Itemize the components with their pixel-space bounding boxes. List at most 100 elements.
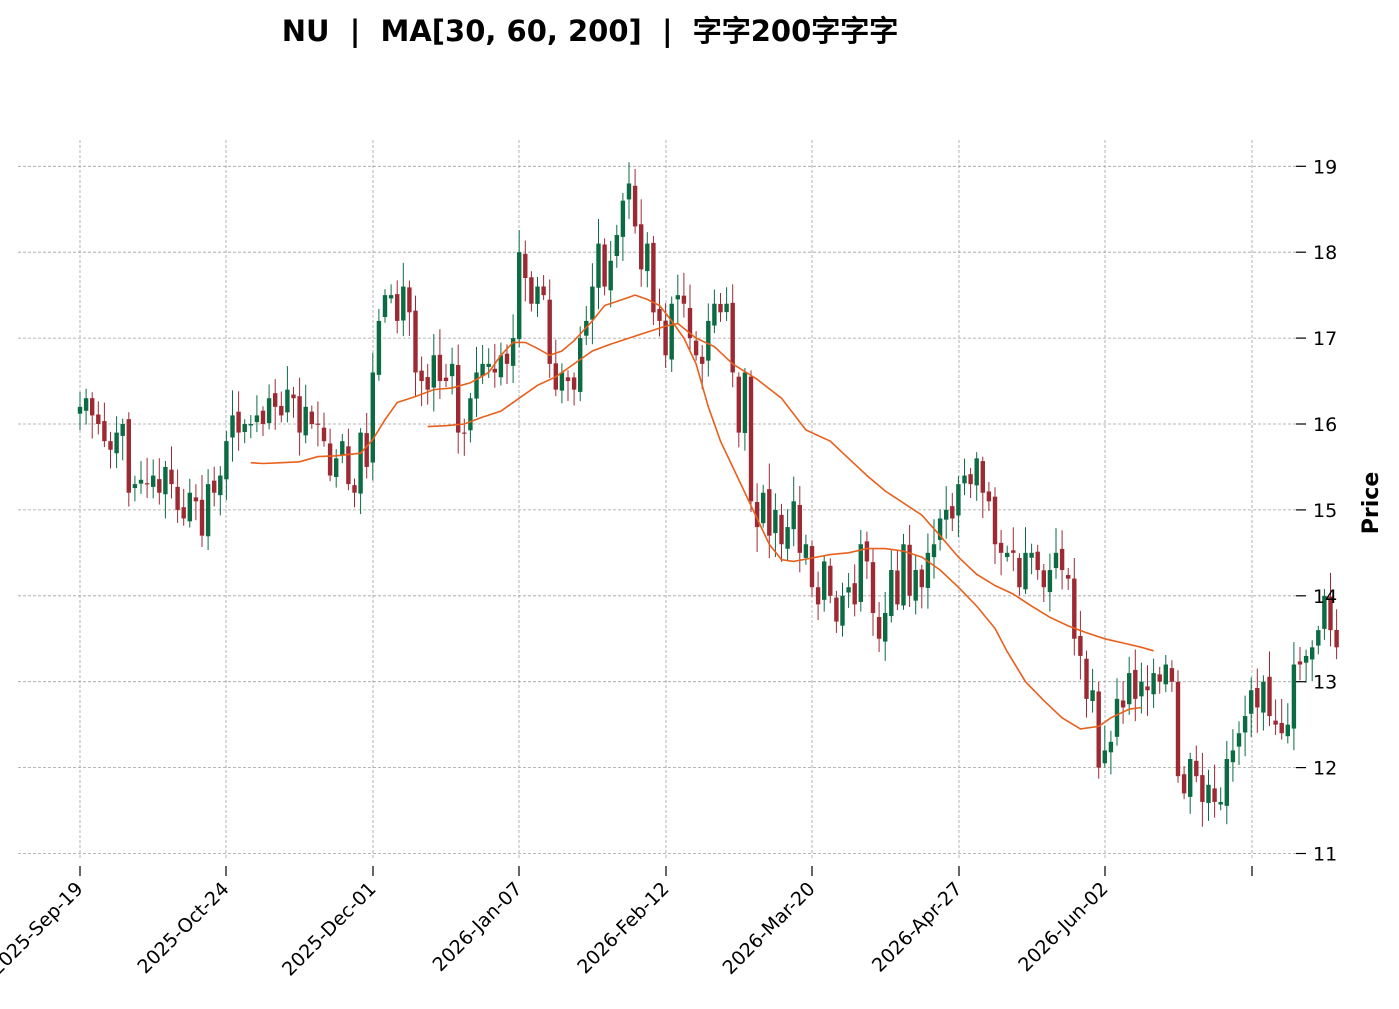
candle-body — [321, 427, 327, 442]
candle-body — [706, 320, 711, 361]
y-tick-label: 17 — [1313, 328, 1337, 350]
candle-body — [498, 355, 504, 378]
candle-body — [395, 294, 400, 321]
candle-body — [462, 432, 467, 434]
candle-body — [126, 419, 131, 493]
candle-body — [1096, 691, 1101, 768]
candle-body — [1273, 720, 1278, 725]
moving-average-line — [250, 294, 1142, 730]
y-tick-label: 12 — [1313, 758, 1337, 780]
candle-body — [1047, 570, 1053, 593]
candle-body — [980, 461, 985, 493]
candle-body — [773, 509, 778, 534]
candle-body — [334, 458, 339, 478]
x-tick-label: 2025-Sep-19 — [0, 878, 88, 980]
candle-body — [1236, 733, 1242, 747]
candle-body — [742, 372, 748, 434]
candle-body — [1084, 658, 1089, 699]
candle-body — [809, 546, 815, 588]
candle-body — [1029, 552, 1034, 558]
y-tick-label: 18 — [1313, 242, 1337, 264]
y-tick-label: 14 — [1313, 586, 1337, 608]
candle-body — [1139, 681, 1144, 697]
candle-body — [291, 394, 296, 399]
candle-body — [779, 514, 784, 545]
candle-body — [303, 406, 308, 436]
candle-body — [254, 415, 260, 423]
candle-body — [748, 376, 754, 502]
candle-body — [962, 475, 967, 484]
candle-body — [1163, 664, 1168, 685]
candle-body — [700, 356, 705, 364]
candle-body — [535, 286, 540, 304]
candle-body — [1310, 647, 1315, 660]
candle-body — [1224, 759, 1229, 806]
candle-body — [1066, 575, 1071, 579]
candle-body — [248, 424, 253, 426]
candle-body — [1303, 655, 1309, 663]
candle-body — [1011, 550, 1016, 553]
candle-body — [883, 612, 888, 642]
candle-body — [547, 299, 552, 364]
candle-body — [1267, 676, 1272, 717]
candle-body — [205, 484, 211, 537]
candle-body — [834, 597, 839, 622]
candle-body — [559, 372, 565, 391]
candle-body — [370, 372, 375, 463]
candle-body — [144, 483, 150, 485]
candle-body — [1206, 784, 1211, 803]
candle-body — [260, 410, 266, 424]
candle-body — [1072, 578, 1077, 639]
candle-body — [120, 424, 125, 436]
candle-body — [956, 484, 961, 516]
candle-body — [1200, 775, 1205, 802]
candle-body — [998, 542, 1004, 553]
candle-body — [102, 421, 107, 442]
candle-body — [858, 544, 863, 602]
candle-body — [480, 363, 485, 377]
candle-body — [693, 340, 699, 356]
candle-body — [77, 406, 83, 414]
candle-body — [815, 587, 821, 605]
candle-body — [1242, 716, 1248, 733]
candle-body — [1328, 596, 1333, 631]
candle-body — [327, 443, 333, 476]
candle-body — [1334, 630, 1339, 648]
candle-body — [791, 501, 796, 530]
candle-body — [83, 398, 89, 411]
candle-body — [901, 544, 906, 606]
x-tick-label: 2026-Jun-02 — [1014, 878, 1112, 976]
x-tick-label: 2025-Dec-01 — [278, 878, 381, 981]
chart-title: NU | MA[30, 60, 200] | 字字200字字字 — [281, 14, 899, 48]
candle-body — [279, 405, 284, 416]
candle-body — [96, 414, 101, 424]
candle-body — [388, 295, 394, 299]
candle-body — [492, 368, 497, 373]
candle-body — [1157, 674, 1162, 682]
candle-body — [517, 252, 522, 340]
candle-body — [718, 303, 723, 313]
candle-body — [968, 474, 973, 485]
candle-body — [1102, 750, 1107, 764]
candle-body — [443, 377, 449, 382]
candle-body — [950, 506, 955, 519]
candle-body — [992, 496, 998, 545]
candle-body — [1249, 690, 1254, 714]
candle-body — [590, 286, 595, 320]
candle-body — [614, 235, 619, 256]
candle-body — [114, 432, 119, 454]
candle-body — [1181, 774, 1187, 794]
x-tick-label: 2025-Oct-24 — [133, 878, 233, 978]
candle-body — [1114, 698, 1120, 737]
candle-body — [620, 200, 626, 237]
candle-body — [632, 185, 638, 227]
axes: 11 12 13 14 15 16 17 18 19 2025-Sep-19 2025-Oct-24… — [0, 156, 1337, 980]
candle-body — [608, 260, 613, 291]
candle-body — [138, 479, 144, 484]
candle-body — [986, 491, 992, 502]
candle-body — [712, 303, 717, 326]
candle-body — [736, 376, 741, 433]
candle-body — [1133, 669, 1138, 699]
candle-body — [822, 561, 827, 600]
candle-body — [407, 287, 412, 313]
